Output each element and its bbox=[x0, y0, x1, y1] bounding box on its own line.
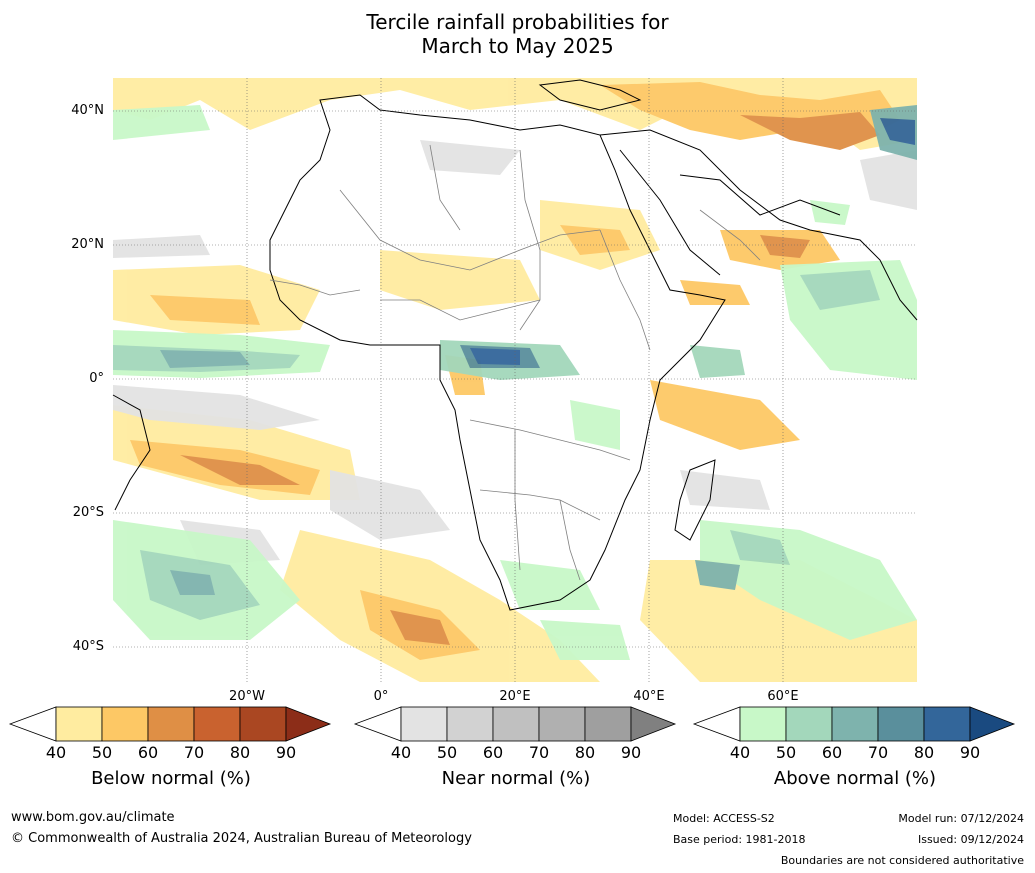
tick: 50 bbox=[775, 743, 797, 762]
tick: 40 bbox=[729, 743, 751, 762]
tick: 40 bbox=[390, 743, 412, 762]
model-run: Model run: 07/12/2024 bbox=[898, 812, 1024, 825]
title-line-1: Tercile rainfall probabilities for bbox=[366, 10, 669, 34]
copyright: © Commonwealth of Australia 2024, Austra… bbox=[11, 831, 472, 846]
tick: 80 bbox=[229, 743, 251, 762]
colorbar-bin bbox=[831, 706, 879, 742]
tick: 90 bbox=[620, 743, 642, 762]
country-borders bbox=[269, 144, 761, 581]
lat-label-20s: 20°S bbox=[72, 505, 104, 520]
lon-label-60e: 60°E bbox=[767, 689, 799, 704]
tick: 70 bbox=[528, 743, 550, 762]
above-normal-colorbar bbox=[692, 706, 1016, 742]
tick: 50 bbox=[91, 743, 113, 762]
model-name: Model: ACCESS-S2 bbox=[673, 812, 775, 825]
lon-label-20e: 20°E bbox=[499, 689, 531, 704]
lat-label-0: 0° bbox=[89, 371, 104, 386]
tick: 80 bbox=[574, 743, 596, 762]
below-normal-shading bbox=[113, 78, 917, 682]
colorbar-under-arrow bbox=[692, 706, 741, 742]
colorbar-over-arrow bbox=[630, 706, 677, 742]
coastlines bbox=[112, 79, 918, 611]
tick: 80 bbox=[913, 743, 935, 762]
below-normal-colorbar bbox=[8, 706, 332, 742]
near-normal-label: Near normal (%) bbox=[441, 768, 591, 789]
near-normal-colorbar bbox=[353, 706, 677, 742]
colorbar-bin bbox=[538, 706, 586, 742]
lon-label-20w: 20°W bbox=[229, 689, 265, 704]
colorbar-bin bbox=[923, 706, 971, 742]
lon-label-0: 0° bbox=[373, 689, 389, 704]
colorbar-bin bbox=[147, 706, 195, 742]
graticule bbox=[113, 78, 917, 682]
colorbar-bin bbox=[400, 706, 448, 742]
colorbar-bin bbox=[877, 706, 925, 742]
colorbar-bin bbox=[584, 706, 632, 742]
colorbar-bin bbox=[446, 706, 494, 742]
tick: 50 bbox=[436, 743, 458, 762]
colorbar-under-arrow bbox=[353, 706, 402, 742]
disclaimer: Boundaries are not considered authoritat… bbox=[780, 854, 1024, 867]
base-period: Base period: 1981-2018 bbox=[673, 833, 806, 846]
tick: 90 bbox=[959, 743, 981, 762]
tick: 60 bbox=[137, 743, 159, 762]
above-normal-shading bbox=[113, 105, 917, 660]
tick: 90 bbox=[275, 743, 297, 762]
colorbar-bin bbox=[193, 706, 241, 742]
colorbar-bin bbox=[55, 706, 103, 742]
colorbar-bin bbox=[101, 706, 149, 742]
colorbar-bin bbox=[785, 706, 833, 742]
title-line-2: March to May 2025 bbox=[421, 34, 614, 58]
above-normal-label: Above normal (%) bbox=[773, 768, 937, 789]
tick: 60 bbox=[821, 743, 843, 762]
map-title: Tercile rainfall probabilities for March… bbox=[0, 10, 1035, 58]
below-normal-label: Below normal (%) bbox=[91, 768, 251, 789]
lat-label-40n: 40°N bbox=[71, 103, 104, 118]
colorbar-bin bbox=[239, 706, 287, 742]
colorbar-over-arrow bbox=[969, 706, 1016, 742]
lon-label-40e: 40°E bbox=[633, 689, 665, 704]
tick: 70 bbox=[867, 743, 889, 762]
lat-label-40s: 40°S bbox=[72, 639, 104, 654]
colorbar-over-arrow bbox=[285, 706, 332, 742]
tick: 70 bbox=[183, 743, 205, 762]
lat-label-20n: 20°N bbox=[71, 237, 104, 252]
colorbar-bin bbox=[492, 706, 540, 742]
tick: 60 bbox=[482, 743, 504, 762]
colorbar-under-arrow bbox=[8, 706, 57, 742]
issued-date: Issued: 09/12/2024 bbox=[917, 833, 1024, 846]
tick: 40 bbox=[45, 743, 67, 762]
colorbar-bin bbox=[739, 706, 787, 742]
website-link[interactable]: www.bom.gov.au/climate bbox=[11, 810, 175, 825]
